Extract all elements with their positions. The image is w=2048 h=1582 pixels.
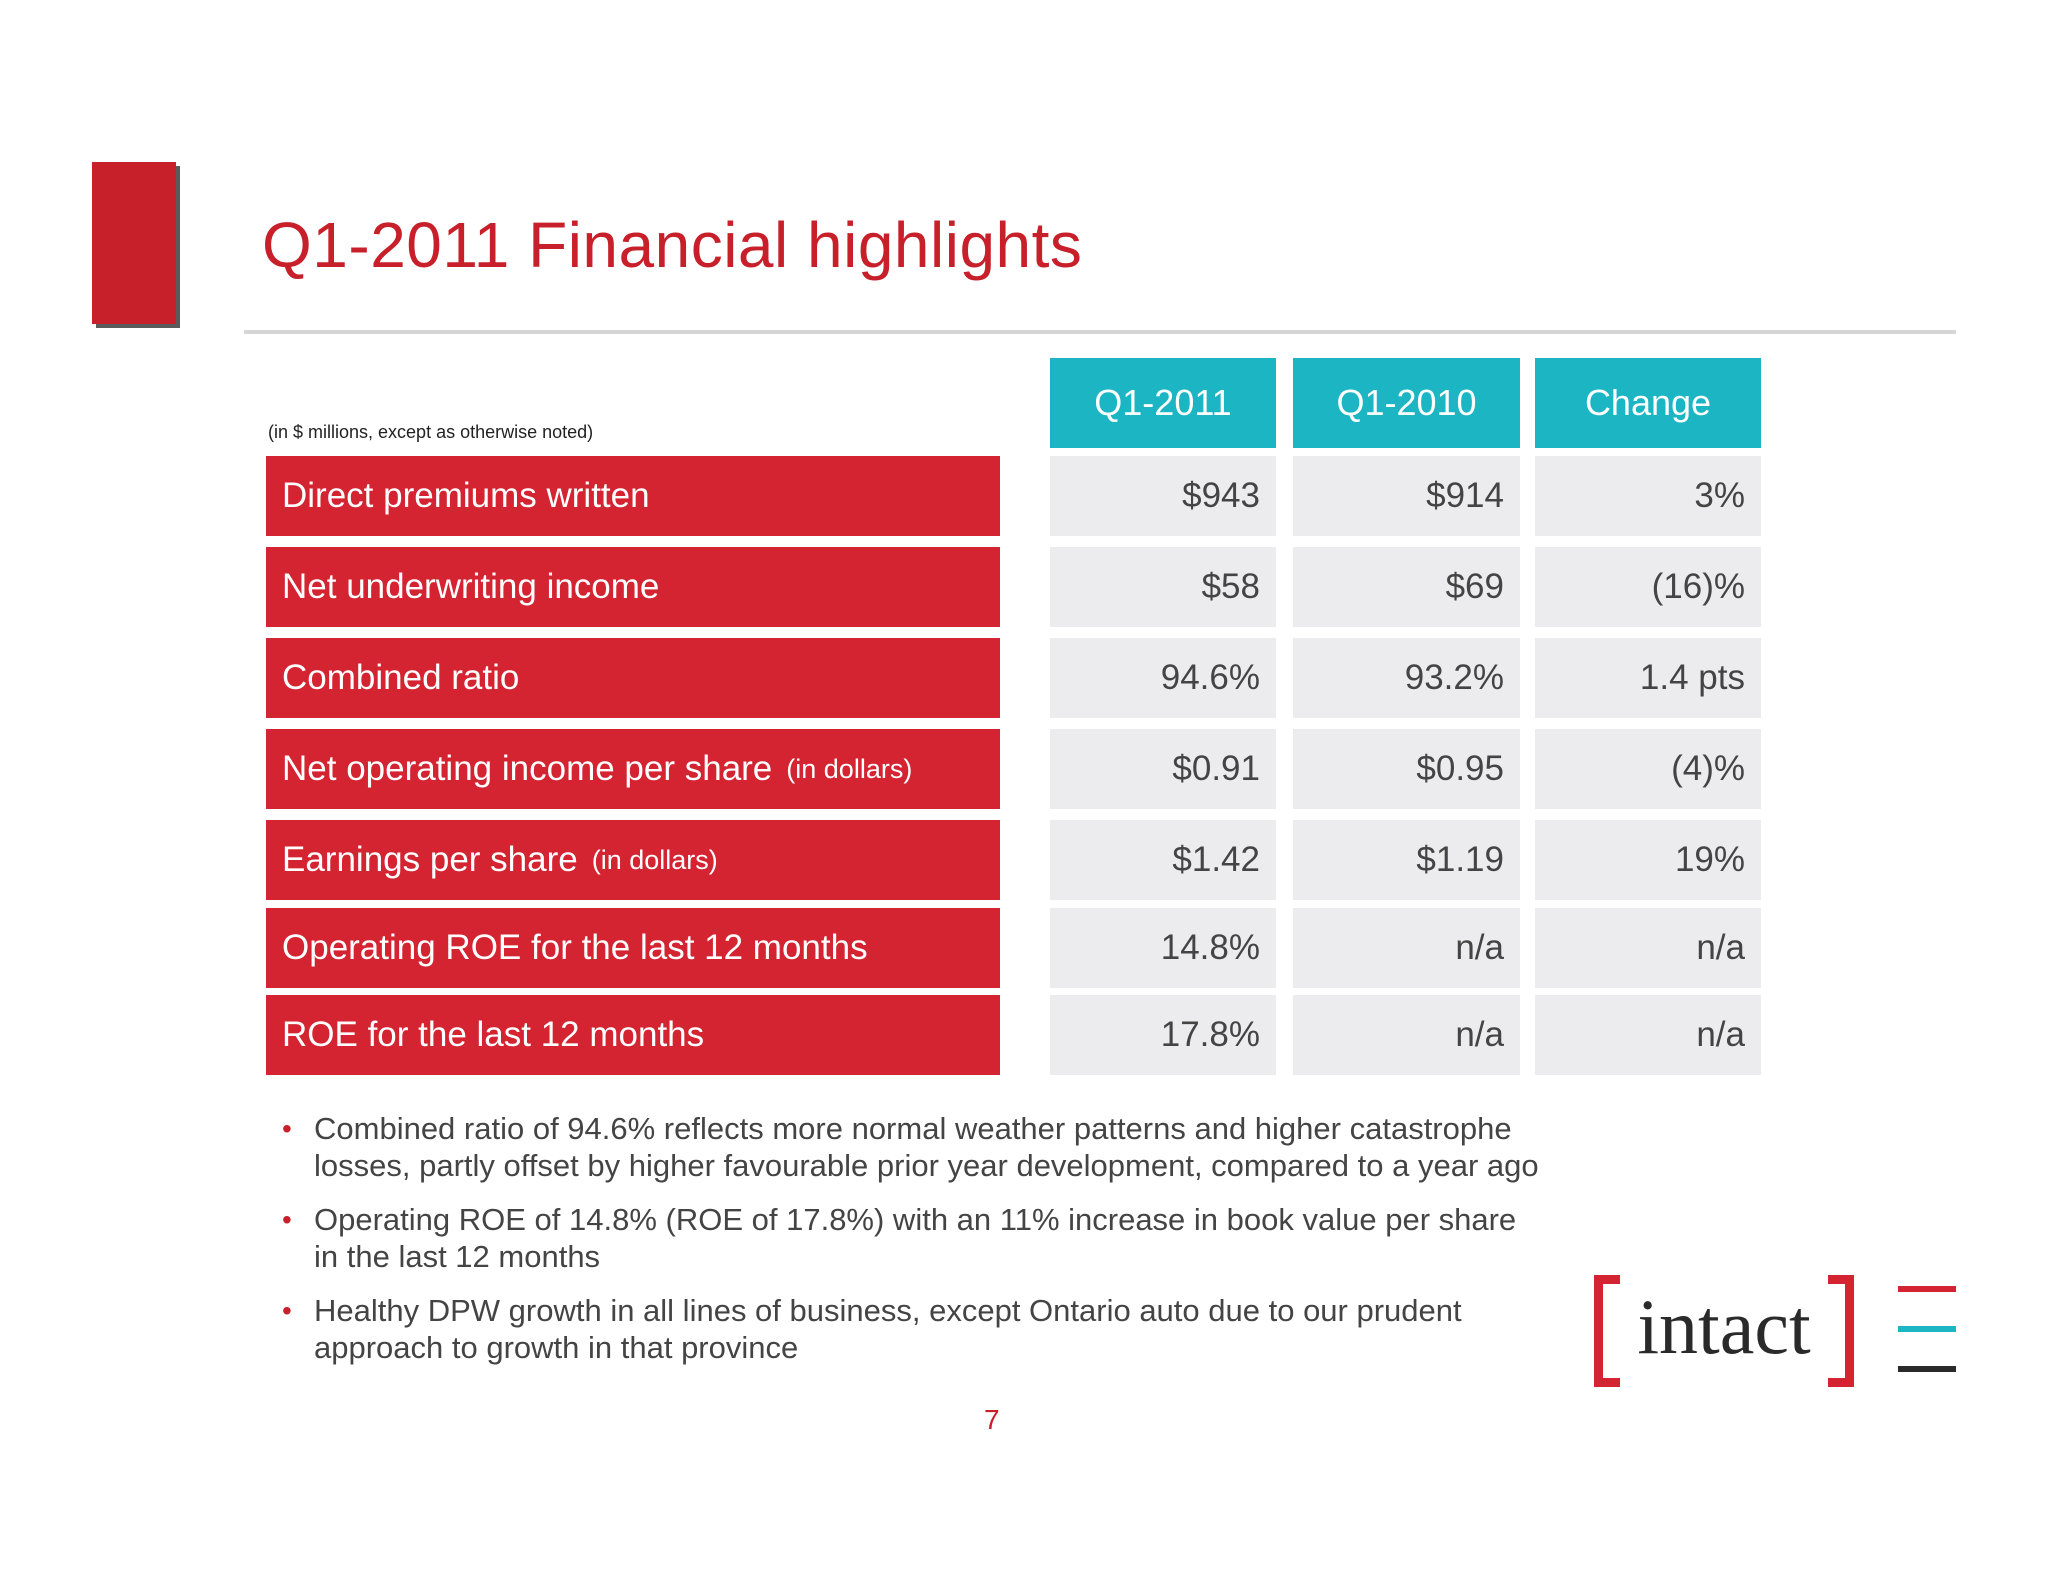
logo-wordmark: intact (1637, 1283, 1811, 1370)
page-number: 7 (984, 1404, 1000, 1435)
logo-stripe-black (1898, 1366, 1956, 1372)
row-label-roe: ROE for the last 12 months (266, 995, 1000, 1075)
table-cell: $1.19 (1293, 820, 1520, 900)
table-cell: $0.91 (1050, 729, 1276, 809)
table-cell: $58 (1050, 547, 1276, 627)
table-cell: 14.8% (1050, 908, 1276, 988)
bullet-dot-icon: • (282, 1113, 292, 1144)
bullet-text: Combined ratio of 94.6% reflects more no… (314, 1111, 1539, 1183)
table-cell: (4)% (1535, 729, 1761, 809)
table-cell: n/a (1535, 908, 1761, 988)
bullet-text: Operating ROE of 14.8% (ROE of 17.8%) wi… (314, 1202, 1517, 1274)
logo-stripe-teal (1898, 1326, 1956, 1332)
table-cell: 19% (1535, 820, 1761, 900)
row-label-text: ROE for the last 12 months (282, 1015, 705, 1054)
logo-left-bracket-icon (1594, 1275, 1620, 1387)
units-note: (in $ millions, except as otherwise note… (268, 422, 594, 442)
table-cell: 17.8% (1050, 995, 1276, 1075)
bullet-text: Healthy DPW growth in all lines of busin… (314, 1293, 1462, 1365)
slide-title: Q1-2011 Financial highlights (262, 209, 1083, 281)
table-cell: n/a (1535, 995, 1761, 1075)
table-cell: n/a (1293, 995, 1520, 1075)
column-header-q1-2011: Q1-2011 (1050, 358, 1276, 448)
row-label-note: (in dollars) (591, 844, 718, 875)
row-label-net-underwriting-income: Net underwriting income (266, 547, 1000, 627)
row-label-text: Net underwriting income (282, 567, 660, 606)
row-label-combined-ratio: Combined ratio (266, 638, 1000, 718)
highlights-bullet-list: • Combined ratio of 94.6% reflects more … (280, 1110, 1540, 1383)
bullet-dot-icon: • (282, 1295, 292, 1326)
table-cell: $0.95 (1293, 729, 1520, 809)
table-cell: $943 (1050, 456, 1276, 536)
row-label-net-operating-income-per-share: Net operating income per share (in dolla… (266, 729, 1000, 809)
table-cell: n/a (1293, 908, 1520, 988)
logo-right-bracket-icon (1828, 1275, 1854, 1387)
row-label-text: Operating ROE for the last 12 months (282, 928, 868, 967)
table-cell: 94.6% (1050, 638, 1276, 718)
bullet-dot-icon: • (282, 1204, 292, 1235)
table-cell: $914 (1293, 456, 1520, 536)
row-label-text: Combined ratio (282, 658, 520, 697)
column-header-q1-2010: Q1-2010 (1293, 358, 1520, 448)
table-cell: 93.2% (1293, 638, 1520, 718)
logo-stripe-red (1898, 1286, 1956, 1292)
intact-logo: intact (1594, 1275, 1854, 1387)
row-label-text: Direct premiums written (282, 476, 650, 515)
row-label-text: Net operating income per share (282, 749, 773, 788)
table-cell: $69 (1293, 547, 1520, 627)
row-label-direct-premiums-written: Direct premiums written (266, 456, 1000, 536)
logo-stripes-icon (1898, 1286, 1956, 1376)
row-label-text: Earnings per share (282, 840, 578, 879)
bullet-item: • Combined ratio of 94.6% reflects more … (280, 1110, 1540, 1184)
table-cell: (16)% (1535, 547, 1761, 627)
title-accent-block (92, 162, 176, 324)
bullet-item: • Operating ROE of 14.8% (ROE of 17.8%) … (280, 1201, 1540, 1275)
table-cell: $1.42 (1050, 820, 1276, 900)
bullet-item: • Healthy DPW growth in all lines of bus… (280, 1292, 1540, 1366)
column-header-change: Change (1535, 358, 1761, 448)
row-label-note: (in dollars) (786, 753, 913, 784)
row-label-operating-roe: Operating ROE for the last 12 months (266, 908, 1000, 988)
table-cell: 3% (1535, 456, 1761, 536)
title-divider (244, 330, 1956, 334)
table-cell: 1.4 pts (1535, 638, 1761, 718)
row-label-earnings-per-share: Earnings per share (in dollars) (266, 820, 1000, 900)
